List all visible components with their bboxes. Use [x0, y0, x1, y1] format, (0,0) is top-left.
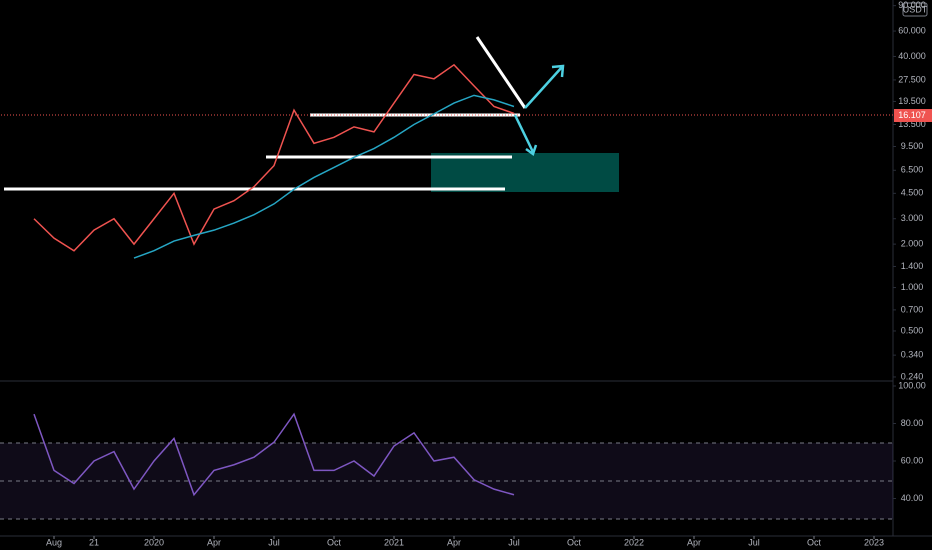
- y-tick-label: 6.500: [901, 165, 924, 175]
- y-tick-label: 90.000: [898, 0, 926, 10]
- x-tick-label: Oct: [327, 537, 342, 547]
- x-tick-label: 2022: [624, 537, 644, 547]
- series-line: [33, 412, 515, 497]
- y-tick-label: 1.000: [901, 282, 924, 292]
- x-tick-label: Apr: [447, 537, 461, 547]
- y-tick-label: 100.00: [898, 380, 926, 390]
- x-tick-label: 2020: [144, 537, 164, 547]
- trend-line: [475, 36, 527, 109]
- currency-label: USDT: [903, 4, 928, 14]
- y-tick-label: 4.500: [901, 188, 924, 198]
- y-tick-label: 40.000: [898, 51, 926, 61]
- series-line: [133, 94, 515, 259]
- x-tick-label: Apr: [207, 537, 221, 547]
- y-tick-label: 80.00: [901, 418, 924, 428]
- currency-box: [902, 2, 928, 17]
- x-tick-label: Jul: [748, 537, 760, 547]
- y-tick-label: 0.240: [901, 371, 924, 381]
- y-tick-label: 0.700: [901, 304, 924, 314]
- series-line: [33, 63, 515, 252]
- rsi-band: [0, 443, 893, 519]
- target-zone: [431, 153, 619, 192]
- x-tick-label: 21: [89, 537, 99, 547]
- up-arrow: [524, 64, 565, 109]
- y-tick-label: 9.500: [901, 141, 924, 151]
- y-tick-label: 13.500: [898, 119, 926, 129]
- down-arrow: [513, 114, 538, 157]
- x-tick-label: Aug: [46, 537, 62, 547]
- x-tick-label: Apr: [687, 537, 701, 547]
- x-tick-label: 2021: [384, 537, 404, 547]
- x-tick-label: Jul: [508, 537, 520, 547]
- last-price-label: 16.107: [898, 110, 926, 120]
- y-tick-label: 1.400: [901, 261, 924, 271]
- y-tick-label: 0.340: [901, 350, 924, 360]
- x-tick-label: Oct: [807, 537, 822, 547]
- y-tick-label: 19.500: [898, 96, 926, 106]
- y-tick-label: 0.500: [901, 325, 924, 335]
- y-tick-label: 3.000: [901, 213, 924, 223]
- x-tick-label: Jul: [268, 537, 280, 547]
- x-tick-label: 2023: [864, 537, 884, 547]
- y-tick-label: 40.00: [901, 493, 924, 503]
- y-tick-label: 27.500: [898, 74, 926, 84]
- y-tick-label: 2.000: [901, 239, 924, 249]
- last-price-box: [894, 109, 932, 122]
- x-tick-label: Oct: [567, 537, 582, 547]
- y-tick-label: 60.00: [901, 455, 924, 465]
- y-tick-label: 60.000: [898, 25, 926, 35]
